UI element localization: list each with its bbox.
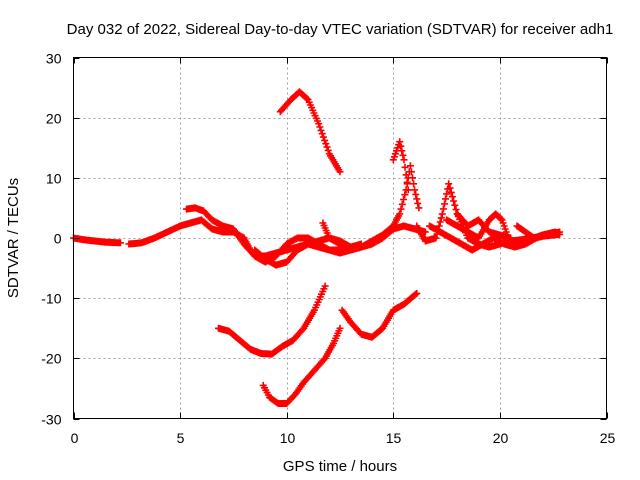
x-tick-label: 20 bbox=[493, 430, 509, 446]
y-axis-label: SDTVAR / TECUs bbox=[5, 178, 22, 298]
series-layer bbox=[70, 88, 564, 407]
y-tick-label: -20 bbox=[41, 351, 61, 367]
series-markers bbox=[338, 289, 421, 341]
series-arc-15 bbox=[338, 289, 421, 341]
x-tick-label: 0 bbox=[71, 430, 79, 446]
series-markers bbox=[513, 222, 559, 242]
y-tick-label: 0 bbox=[54, 231, 62, 247]
chart-title: Day 032 of 2022, Sidereal Day-to-day VTE… bbox=[67, 21, 614, 38]
series-markers bbox=[276, 88, 344, 176]
y-tick-label: 10 bbox=[46, 171, 62, 187]
series-markers bbox=[453, 210, 515, 242]
series-markers bbox=[319, 219, 365, 251]
series-arc-12 bbox=[513, 222, 559, 242]
y-tick-label: 30 bbox=[46, 51, 62, 67]
series-arc-5 bbox=[319, 219, 365, 251]
x-tick-label: 15 bbox=[386, 430, 402, 446]
series-arc-11 bbox=[453, 210, 515, 242]
series-markers bbox=[389, 138, 412, 194]
series-arc-6 bbox=[276, 88, 344, 176]
x-axis-label: GPS time / hours bbox=[283, 458, 397, 475]
x-tick-label: 25 bbox=[600, 430, 616, 446]
series-markers bbox=[259, 324, 344, 407]
y-tick-label: -10 bbox=[41, 291, 61, 307]
series-markers bbox=[215, 282, 329, 358]
series-markers bbox=[443, 210, 515, 248]
tick-layer: 0 5 10 15 20 25 -30 -20 -10 0 10 20 30 bbox=[41, 51, 615, 447]
series-arc-7 bbox=[389, 138, 412, 194]
y-tick-label: -30 bbox=[41, 412, 61, 428]
series-arc-10 bbox=[443, 210, 515, 248]
x-tick-label: 10 bbox=[280, 430, 296, 446]
series-arc-13 bbox=[215, 282, 329, 358]
series-arc-14 bbox=[259, 324, 344, 407]
y-tick-label: 20 bbox=[46, 111, 62, 127]
x-tick-label: 5 bbox=[177, 430, 185, 446]
